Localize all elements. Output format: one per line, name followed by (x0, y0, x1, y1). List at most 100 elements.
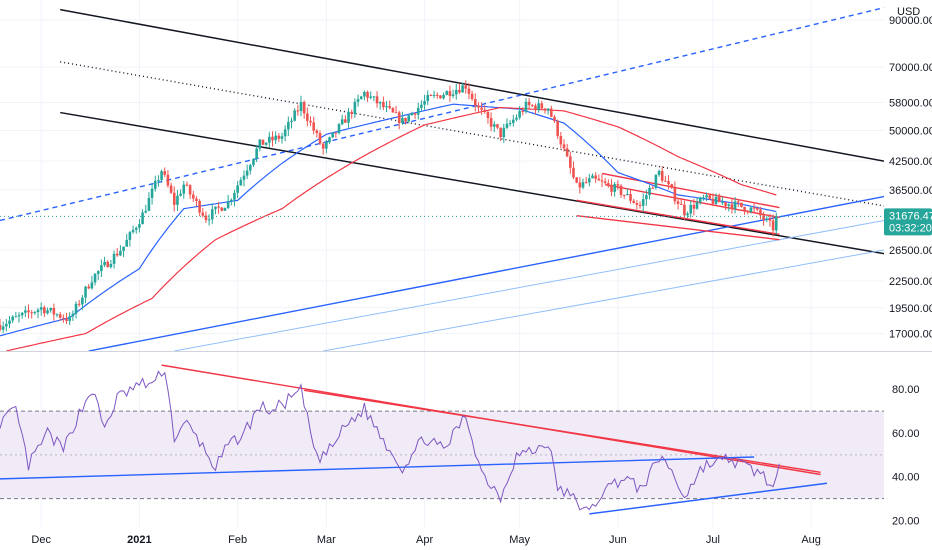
candle-body (448, 91, 452, 97)
candle-body (597, 178, 601, 181)
candle-body (134, 227, 138, 230)
candle-body (131, 229, 135, 233)
price-tick-label: 50000.00 (889, 125, 932, 137)
candle-body (55, 314, 59, 316)
candle-body (591, 175, 594, 179)
price-trendlines[interactable] (0, 0, 884, 351)
candle-body (426, 95, 430, 102)
candle-body (198, 201, 201, 213)
candle-body (43, 307, 46, 314)
candle-body (413, 113, 417, 115)
candle-body (103, 261, 106, 266)
candle-body (195, 198, 198, 202)
candle-body (169, 185, 173, 193)
price-trendline (323, 249, 884, 351)
candle-body (423, 101, 426, 105)
price-axis[interactable]: 90000.00 70000.00 58000.00 50000.00 42500.00… (889, 15, 932, 341)
rsi-axis[interactable]: 80.00 60.00 40.00 20.00 (892, 384, 920, 527)
price-tick-label: 22500.00 (889, 276, 932, 288)
candle-body (673, 187, 677, 202)
candle-body (518, 111, 521, 118)
candle-body (740, 202, 743, 207)
candle-body (461, 85, 464, 93)
price-trendline (88, 195, 884, 351)
candle-body (565, 148, 569, 157)
candle-body (128, 232, 132, 240)
candle-body (372, 96, 376, 98)
candle-body (746, 211, 750, 213)
candle-body (445, 91, 449, 95)
candle-body (258, 139, 262, 149)
price-trendline (601, 172, 780, 209)
candle-body (698, 197, 702, 203)
candle-body (645, 195, 648, 200)
candle-body (610, 184, 613, 192)
candle-body (283, 129, 287, 137)
pane-separator[interactable] (0, 351, 932, 352)
price-tick-label: 19500.00 (889, 303, 932, 315)
candle-body (451, 94, 455, 97)
candle-body (176, 195, 179, 205)
candle-body (0, 324, 2, 330)
candle-body (676, 201, 680, 204)
candle-body (172, 192, 176, 205)
candle-body (20, 312, 24, 316)
moving-average-line (6, 106, 777, 351)
candle-body (112, 253, 116, 264)
candle-body (394, 112, 398, 114)
candle-body (274, 135, 277, 141)
candle-body (179, 193, 182, 196)
candle-body (743, 206, 746, 212)
candle-body (714, 196, 718, 204)
candle-body (702, 197, 705, 199)
candle-body (290, 120, 293, 122)
candle-body (14, 316, 18, 318)
candle-body (62, 317, 65, 319)
time-tick-label: Jul (706, 534, 720, 546)
current-price-countdown: 03:32:20 (889, 222, 932, 234)
candle-body (429, 95, 433, 97)
candle-body (318, 133, 322, 144)
candle-body (8, 320, 11, 324)
candle-body (442, 94, 445, 99)
candle-body (581, 182, 585, 188)
candle-body (613, 184, 616, 192)
candle-body (236, 185, 239, 193)
rsi-trendline (304, 389, 821, 474)
candle-body (378, 101, 382, 104)
candle-body (397, 112, 401, 123)
candle-body (11, 316, 14, 321)
candle-body (207, 219, 211, 221)
price-tick-label: 90000.00 (889, 15, 932, 27)
candle-body (325, 142, 328, 149)
candle-body (24, 310, 27, 313)
candle-body (584, 182, 588, 184)
rsi-trendline (0, 456, 755, 480)
price-trendline (576, 215, 780, 241)
candle-body (502, 127, 506, 138)
rsi-line (0, 370, 780, 511)
candle-body (534, 105, 537, 111)
candle-body (30, 312, 33, 314)
candle-body (670, 184, 674, 188)
candle-body (632, 200, 635, 204)
candle-body (619, 185, 623, 195)
candle-body (416, 107, 420, 115)
candle-body (65, 318, 68, 321)
candle-body (546, 108, 550, 111)
candle-body (191, 194, 195, 199)
candle-body (350, 111, 353, 114)
candle-body (588, 178, 591, 183)
time-axis[interactable]: Dec 2021 Feb Mar Apr May Jun Jul Aug (31, 534, 821, 546)
candle-body (366, 91, 369, 98)
candle-body (578, 182, 582, 188)
time-tick-label: Feb (228, 534, 247, 546)
candle-body (245, 170, 249, 176)
currency-label: USD (897, 6, 920, 18)
candle-body (353, 101, 357, 114)
time-tick-label: Dec (31, 534, 51, 546)
candle-body (537, 103, 540, 111)
candle-body (188, 185, 192, 195)
candle-body (575, 177, 578, 183)
